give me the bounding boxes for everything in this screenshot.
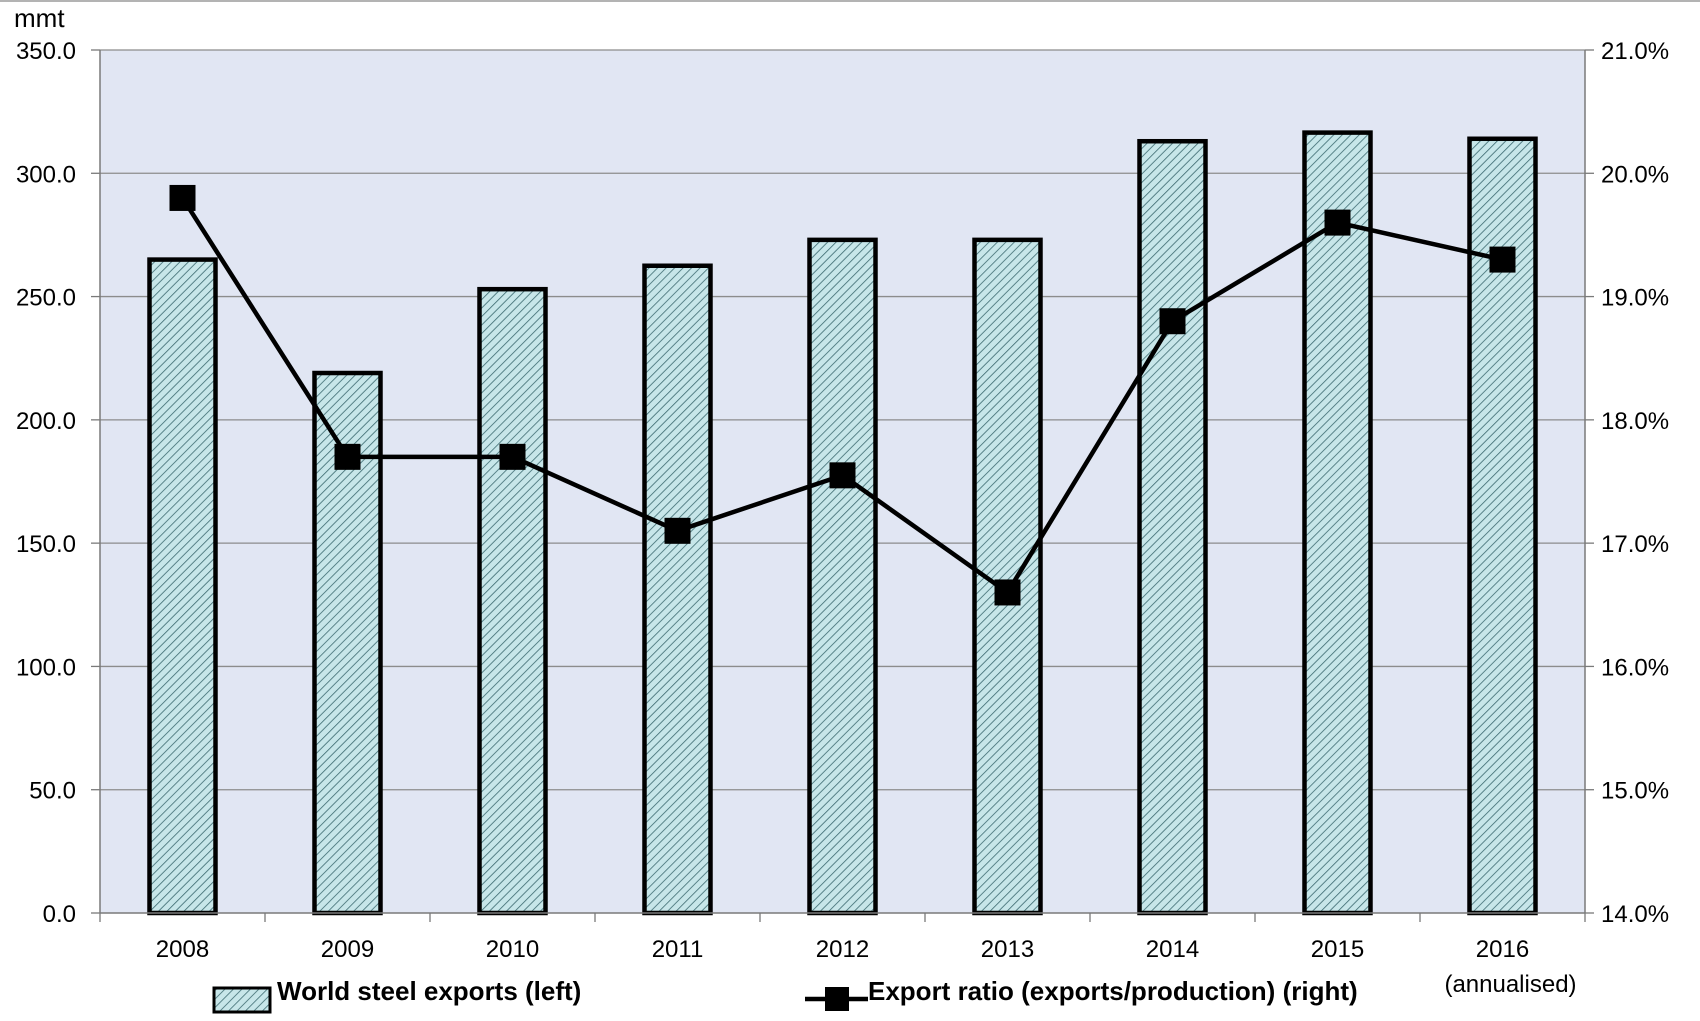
bar-2014 <box>1137 138 1208 916</box>
y-right-tick-label: 15.0% <box>1601 778 1669 805</box>
y-right-tick-label: 14.0% <box>1601 901 1669 928</box>
x-tick-label: 2012 <box>816 936 869 963</box>
y-right-tick-label: 21.0% <box>1601 38 1669 65</box>
y-right-tick-label: 19.0% <box>1601 285 1669 312</box>
export-ratio-point-2015 <box>1324 209 1351 236</box>
y-left-tick-label: 300.0 <box>16 161 76 188</box>
export-ratio-point-2012 <box>829 462 856 489</box>
y-right-tick-label: 16.0% <box>1601 654 1669 681</box>
x-tick-label: 2015 <box>1311 936 1364 963</box>
x-tick-label: 2008 <box>156 936 209 963</box>
x-tick-label: 2014 <box>1146 936 1199 963</box>
y-left-tick-label: 350.0 <box>16 38 76 65</box>
legend-label-bar: World steel exports (left) <box>277 976 581 1006</box>
export-ratio-point-2016 <box>1489 246 1516 273</box>
y-right-tick-label: 20.0% <box>1601 161 1669 188</box>
y-left-tick-label: 100.0 <box>16 654 76 681</box>
y-left-unit-label: mmt <box>14 3 65 33</box>
y-right-tick-label: 18.0% <box>1601 408 1669 435</box>
bar-2010 <box>477 286 548 916</box>
bar-2008 <box>147 257 218 916</box>
legend-label-line: Export ratio (exports/production) (right… <box>868 976 1358 1006</box>
legend: World steel exports (left) Export ratio (… <box>212 976 1358 1014</box>
bar-2012 <box>807 237 878 916</box>
y-right-tick-label: 17.0% <box>1601 531 1669 558</box>
x-tick-label: 2009 <box>321 936 374 963</box>
bar-2011 <box>642 263 713 916</box>
y-left-tick-label: 200.0 <box>16 408 76 435</box>
legend-swatch-bar <box>212 986 272 1014</box>
y-left-tick-label: 150.0 <box>16 531 76 558</box>
export-ratio-point-2011 <box>664 517 691 544</box>
x-tick-sublabel: (annualised) <box>1444 971 1576 998</box>
axes <box>91 49 1594 922</box>
export-ratio-point-2013 <box>994 579 1021 606</box>
export-ratio-point-2010 <box>499 443 526 470</box>
export-ratio-point-2014 <box>1159 308 1186 335</box>
x-tick-label: 2010 <box>486 936 539 963</box>
x-tick-label: 2016 <box>1476 936 1529 963</box>
y-left-tick-label: 0.0 <box>43 901 76 928</box>
x-tick-label: 2011 <box>652 936 704 963</box>
y-left-tick-label: 250.0 <box>16 285 76 312</box>
line-series <box>169 184 1516 606</box>
axis-labels: 0.0 50.0 100.0 150.0 200.0 250.0 300.0 350.0 14.… <box>14 3 1669 998</box>
export-ratio-point-2008 <box>169 184 196 211</box>
legend-swatch-marker <box>825 987 849 1011</box>
x-tick-label: 2013 <box>981 936 1034 963</box>
y-left-tick-label: 50.0 <box>29 778 76 805</box>
bar-2015 <box>1302 130 1373 916</box>
export-ratio-point-2009 <box>334 443 361 470</box>
